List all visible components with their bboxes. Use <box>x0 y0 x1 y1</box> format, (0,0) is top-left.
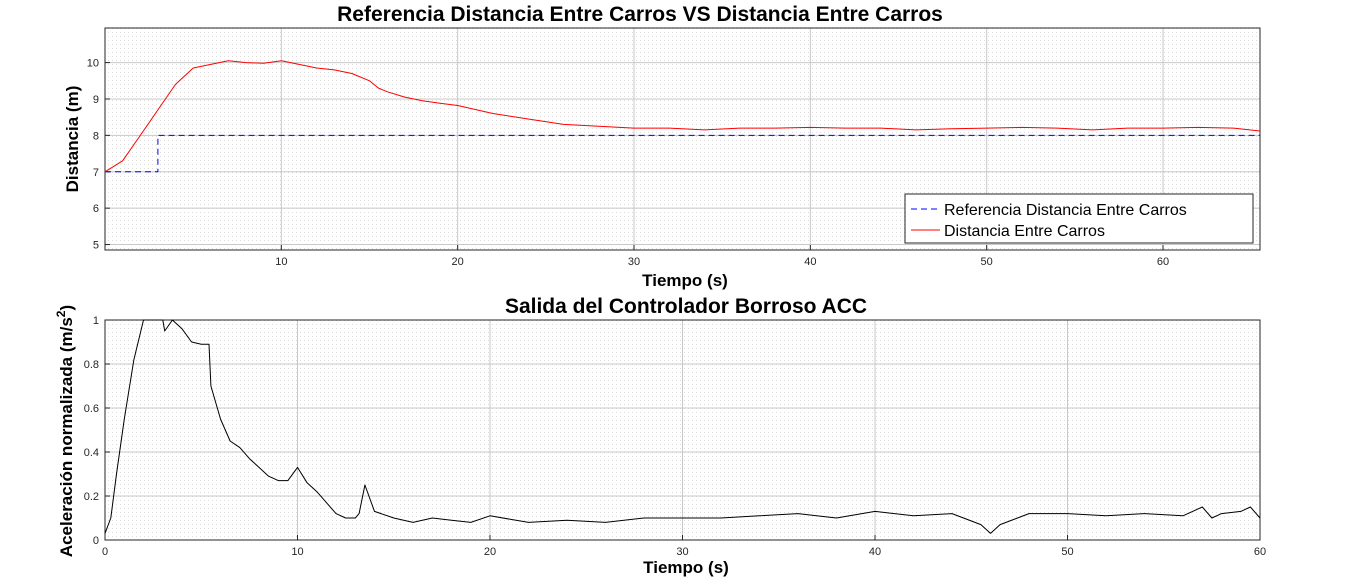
distance-series-line-0 <box>105 134 1260 173</box>
distance-xtick-label: 30 <box>628 256 640 268</box>
legend-box <box>904 193 1254 244</box>
distance-xtick-label: 20 <box>452 256 464 268</box>
controller-output-chart: Salida del Controlador Borroso ACC 0 10 20… <box>54 295 1266 577</box>
controller-xtick-label: 20 <box>484 546 496 558</box>
controller-xtick-label: 50 <box>1061 546 1073 558</box>
controller-xtick-label: 60 <box>1254 546 1266 558</box>
controller-chart-ylabel-close: ) <box>57 305 76 311</box>
distance-ytick-label: 6 <box>93 203 99 215</box>
distance-chart-ylabel: Distancia (m) <box>63 86 82 193</box>
distance-xtick-label: 60 <box>1157 256 1169 268</box>
controller-chart-grid <box>104 319 1261 541</box>
distance-chart-xlabel: Tiempo (s) <box>642 271 728 290</box>
distance-xtick-label: 10 <box>275 256 287 268</box>
controller-ytick-label: 1 <box>93 315 99 327</box>
controller-chart-ticks: 0 10 20 30 40 50 60 0 0.2 0.4 0.6 0.8 1 <box>84 315 1266 558</box>
distance-chart-title: Referencia Distancia Entre Carros VS Dis… <box>337 3 943 26</box>
distance-chart-plot-area <box>104 27 1261 251</box>
controller-xtick-label: 30 <box>676 546 688 558</box>
controller-ytick-label: 0.4 <box>84 447 99 459</box>
controller-chart-ylabel-main: Aceleración normalizada (m/s <box>57 317 76 557</box>
controller-series-line-0 <box>104 319 1261 534</box>
distance-chart: Referencia Distancia Entre Carros VS Dis… <box>63 3 1261 290</box>
distance-xtick-label: 40 <box>804 256 816 268</box>
controller-chart-title: Salida del Controlador Borroso ACC <box>505 295 867 318</box>
distance-ytick-label: 10 <box>87 58 99 70</box>
controller-ytick-label: 0.8 <box>84 359 99 371</box>
distance-ytick-label: 7 <box>93 167 99 179</box>
distance-xtick-label: 50 <box>981 256 993 268</box>
controller-xtick-label: 10 <box>291 546 303 558</box>
controller-ytick-label: 0.2 <box>84 491 99 503</box>
controller-xtick-label: 0 <box>102 546 108 558</box>
distance-ytick-label: 5 <box>93 240 99 252</box>
distance-chart-ticks: 10 20 30 40 50 60 5 6 7 8 9 10 <box>87 58 1169 268</box>
distance-ytick-label: 9 <box>93 94 99 106</box>
distance-ytick-label: 8 <box>93 130 99 142</box>
legend-label-reference: Referencia Distancia Entre Carros <box>944 202 1187 219</box>
distance-series-line-1 <box>104 60 1261 173</box>
distance-chart-series <box>104 60 1261 173</box>
controller-chart-ylabel-sup: 2 <box>54 310 68 317</box>
legend-label-distance: Distancia Entre Carros <box>944 223 1105 240</box>
controller-ytick-label: 0 <box>93 535 99 547</box>
controller-chart-series <box>104 319 1261 534</box>
controller-xtick-label: 40 <box>869 546 881 558</box>
controller-chart-xlabel: Tiempo (s) <box>643 558 729 577</box>
distance-chart-legend: Referencia Distancia Entre Carros Distan… <box>904 193 1254 244</box>
controller-chart-ylabel: Aceleración normalizada (m/s2) <box>54 305 76 557</box>
controller-ytick-label: 0.6 <box>84 403 99 415</box>
